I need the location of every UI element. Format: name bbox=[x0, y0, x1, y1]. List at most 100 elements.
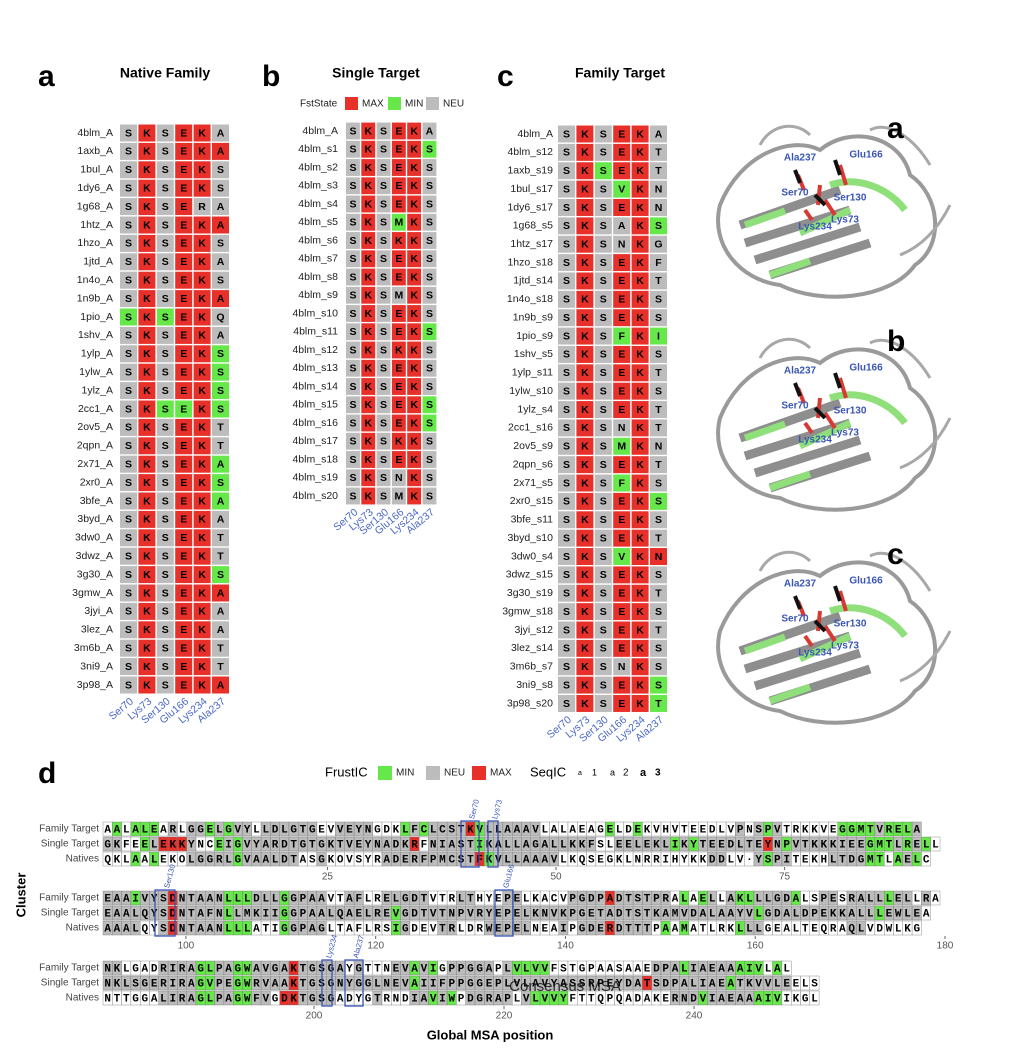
cell bbox=[346, 268, 360, 286]
cell-letter: S bbox=[349, 399, 356, 411]
cell bbox=[120, 676, 137, 694]
cell-letter: S bbox=[563, 588, 570, 600]
row-name: 1jtd_A bbox=[83, 256, 113, 268]
cell bbox=[631, 327, 649, 345]
cell-letter: S bbox=[380, 253, 387, 265]
cell-letter: S bbox=[655, 220, 662, 232]
cell-letter: S bbox=[162, 348, 169, 360]
row-name: 4blm_s11 bbox=[293, 326, 338, 338]
cell bbox=[631, 639, 649, 657]
cell-letter: S bbox=[125, 311, 132, 323]
cell bbox=[594, 254, 612, 272]
cell-letter: K bbox=[364, 125, 372, 137]
cell bbox=[594, 676, 612, 694]
cell-letter: S bbox=[125, 348, 132, 360]
cell bbox=[175, 179, 193, 197]
row-name: 2cc1_s16 bbox=[508, 422, 553, 434]
cell bbox=[594, 474, 612, 492]
cell bbox=[407, 250, 422, 268]
cell-letter: K bbox=[410, 399, 418, 411]
cell bbox=[631, 143, 649, 161]
cell bbox=[120, 437, 137, 455]
cell bbox=[193, 161, 211, 179]
cell-letter: E bbox=[618, 294, 625, 306]
cell bbox=[212, 418, 229, 436]
cell-letter: S bbox=[426, 436, 433, 448]
cell-letter: K bbox=[636, 661, 644, 673]
cell bbox=[212, 124, 229, 142]
cell-letter: S bbox=[162, 293, 169, 305]
cell bbox=[212, 234, 229, 252]
row-name: 1htz_A bbox=[80, 219, 113, 231]
cell-letter: K bbox=[636, 257, 644, 269]
cell-letter: A bbox=[217, 201, 225, 213]
cell bbox=[156, 492, 174, 510]
cell-letter: K bbox=[636, 532, 644, 544]
cell-letter: K bbox=[364, 436, 372, 448]
cell-letter: S bbox=[125, 569, 132, 581]
cell-letter: E bbox=[618, 367, 625, 379]
cell-letter: E bbox=[395, 144, 402, 156]
cell-letter: S bbox=[125, 146, 132, 158]
cell bbox=[193, 326, 211, 344]
cell-letter: S bbox=[125, 238, 132, 250]
cell-letter: E bbox=[395, 162, 402, 174]
cell-letter: K bbox=[410, 363, 418, 375]
cell bbox=[138, 234, 156, 252]
cell-letter: K bbox=[364, 271, 372, 283]
cell bbox=[361, 305, 376, 322]
residue-label: Lys234 bbox=[798, 222, 832, 233]
cell bbox=[138, 418, 156, 436]
cell bbox=[175, 437, 193, 455]
cell-letter: K bbox=[581, 330, 589, 342]
cell bbox=[391, 177, 406, 195]
cell bbox=[120, 529, 137, 547]
row-name: 3ni9_A bbox=[80, 660, 113, 672]
cell bbox=[422, 323, 437, 341]
cell-letter: S bbox=[563, 698, 570, 710]
cell-letter: K bbox=[636, 385, 644, 397]
tick-label: 240 bbox=[686, 1011, 703, 1022]
cell-letter: K bbox=[636, 183, 644, 195]
cell bbox=[558, 584, 575, 602]
cell-letter: K bbox=[581, 183, 589, 195]
cell-letter: E bbox=[395, 417, 402, 429]
cell-letter: A bbox=[217, 606, 225, 618]
cell-letter: S bbox=[563, 202, 570, 214]
cell bbox=[613, 309, 631, 327]
residue-label: Lys234 bbox=[798, 648, 832, 659]
cell-letter: S bbox=[349, 235, 356, 247]
cell bbox=[193, 271, 211, 289]
cell bbox=[576, 162, 594, 180]
cell bbox=[422, 268, 437, 286]
cell-letter: S bbox=[349, 326, 356, 338]
cell bbox=[138, 271, 156, 289]
cell-letter: S bbox=[563, 312, 570, 324]
cell-letter: S bbox=[563, 239, 570, 251]
cell bbox=[138, 216, 156, 234]
cell-letter: K bbox=[198, 679, 206, 691]
seqic-item: a bbox=[610, 767, 615, 777]
cell-letter: K bbox=[636, 239, 644, 251]
cell bbox=[422, 177, 437, 195]
row-name: 4blm_s13 bbox=[292, 362, 338, 374]
cell bbox=[576, 511, 594, 529]
row-name: 2xr0_A bbox=[80, 476, 113, 488]
cell-letter: S bbox=[162, 219, 169, 231]
row-name: 3bfe_s11 bbox=[511, 514, 554, 526]
cell bbox=[422, 378, 437, 395]
cell-letter: K bbox=[395, 344, 403, 356]
cell-letter: S bbox=[563, 367, 570, 379]
frust-cell bbox=[921, 905, 931, 921]
cell bbox=[346, 213, 360, 231]
cell-letter: K bbox=[198, 330, 206, 342]
cell-letter: N bbox=[655, 202, 663, 214]
cell-letter: S bbox=[125, 532, 132, 544]
cell bbox=[594, 272, 612, 290]
cell-letter: K bbox=[143, 679, 151, 691]
cell-letter: S bbox=[125, 642, 132, 654]
cell bbox=[558, 676, 575, 694]
row-name: 4blm_s18 bbox=[292, 453, 338, 465]
cell-letter: S bbox=[563, 514, 570, 526]
cell-letter: S bbox=[380, 490, 387, 502]
